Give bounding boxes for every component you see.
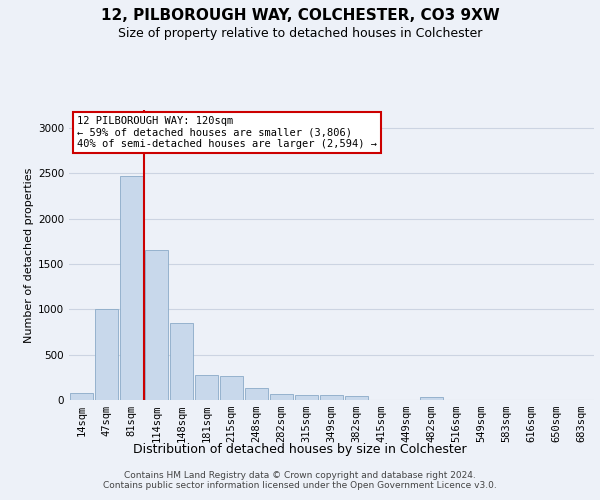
Bar	[145, 250, 168, 400]
Bar	[120, 176, 143, 400]
Text: Distribution of detached houses by size in Colchester: Distribution of detached houses by size …	[133, 442, 467, 456]
Bar	[95, 310, 118, 400]
Bar	[245, 388, 268, 400]
Bar	[295, 394, 318, 400]
Bar	[420, 397, 443, 400]
Text: 12 PILBOROUGH WAY: 120sqm
← 59% of detached houses are smaller (3,806)
40% of se: 12 PILBOROUGH WAY: 120sqm ← 59% of detac…	[77, 116, 377, 149]
Bar	[170, 323, 193, 400]
Bar	[270, 394, 293, 400]
Text: 12, PILBOROUGH WAY, COLCHESTER, CO3 9XW: 12, PILBOROUGH WAY, COLCHESTER, CO3 9XW	[101, 8, 499, 22]
Bar	[195, 375, 218, 400]
Y-axis label: Number of detached properties: Number of detached properties	[24, 168, 34, 342]
Bar	[70, 393, 93, 400]
Bar	[345, 396, 368, 400]
Text: Size of property relative to detached houses in Colchester: Size of property relative to detached ho…	[118, 28, 482, 40]
Bar	[320, 395, 343, 400]
Text: Contains HM Land Registry data © Crown copyright and database right 2024.
Contai: Contains HM Land Registry data © Crown c…	[103, 470, 497, 490]
Bar	[220, 376, 243, 400]
